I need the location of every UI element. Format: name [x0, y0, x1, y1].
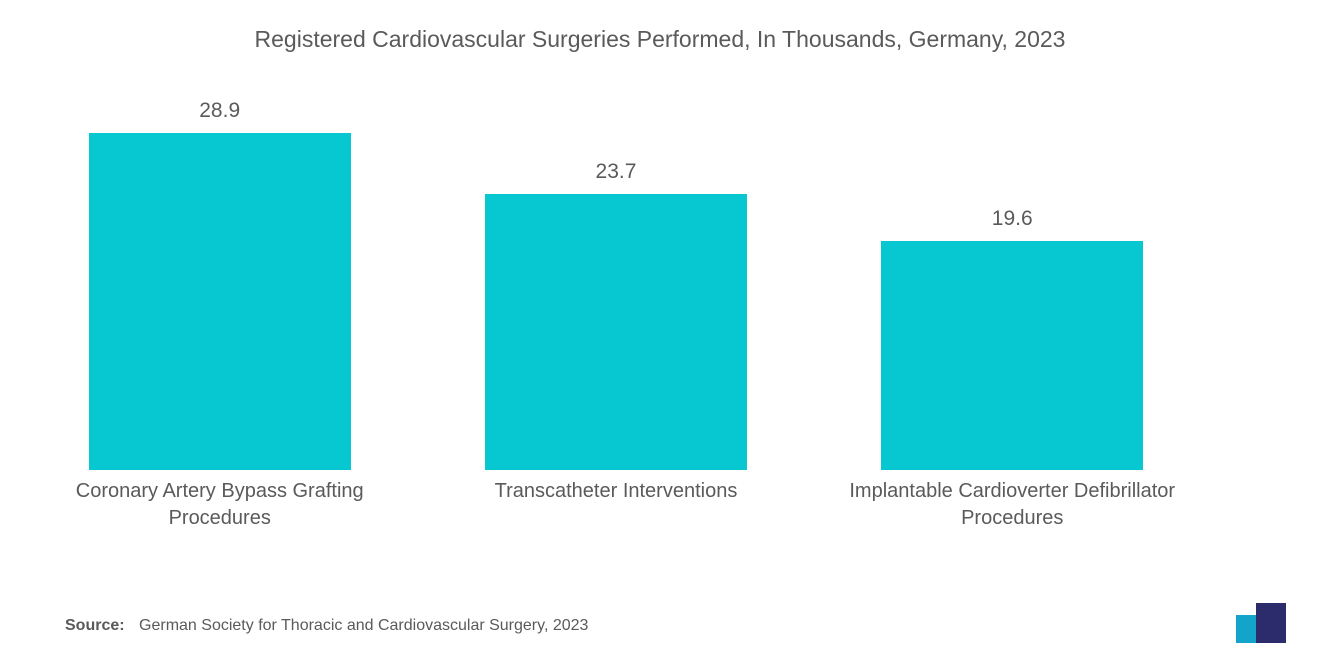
source-text: German Society for Thoracic and Cardiova… [139, 617, 588, 634]
bar-value-label: 28.9 [199, 99, 240, 123]
chart-title: Registered Cardiovascular Surgeries Perf… [0, 0, 1320, 53]
category-label: Transcatheter Interventions [437, 478, 794, 505]
category-label: Coronary Artery Bypass Grafting Procedur… [41, 478, 398, 532]
category-label: Implantable Cardioverter Defibrillator P… [834, 478, 1191, 532]
bar [485, 194, 747, 471]
bar-value-label: 19.6 [992, 207, 1033, 231]
chart-plot: 28.923.719.6 [65, 120, 1255, 470]
brand-logo [1232, 603, 1290, 643]
bar-group: 19.6 [881, 207, 1143, 470]
source-label: Source: [65, 617, 125, 634]
bar [881, 241, 1143, 470]
bar-group: 23.7 [485, 160, 747, 471]
bar-group: 28.9 [89, 99, 351, 470]
bar-value-label: 23.7 [596, 160, 637, 184]
bar [89, 133, 351, 470]
chart-area: 28.923.719.6 Coronary Artery Bypass Graf… [65, 120, 1255, 550]
logo-icon [1232, 603, 1290, 643]
category-axis: Coronary Artery Bypass Grafting Procedur… [65, 470, 1255, 550]
source-line: Source: German Society for Thoracic and … [65, 617, 588, 635]
